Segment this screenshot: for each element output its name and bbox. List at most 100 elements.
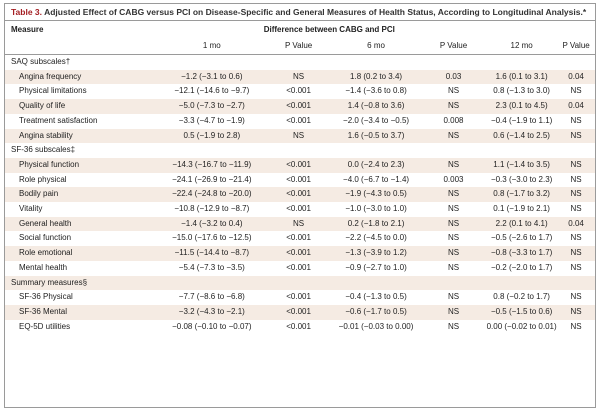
table-cell: 0.04 — [561, 99, 595, 114]
table-row: Social function −15.0 (−17.6 to −12.5) <0.… — [5, 231, 595, 246]
table-cell: NS — [447, 292, 460, 302]
section-label: SAQ subscales† — [5, 53, 595, 70]
table-cell: <0.001 — [286, 204, 311, 214]
table-cell: −0.01 (−0.03 to 0.00) — [338, 321, 414, 331]
header-blank — [5, 38, 154, 55]
table-row: Treatment satisfaction −3.3 (−4.7 to −1.9… — [5, 114, 595, 129]
table-cell: −1.2 (−3.1 to 0.6) — [153, 69, 271, 85]
subheader: P Value — [284, 41, 313, 50]
table-cell: NS — [570, 174, 582, 184]
table-cell: 2.2 (0.1 to 4.1) — [482, 216, 562, 232]
table-cell: NS — [424, 216, 483, 232]
table-cell: NS — [561, 157, 595, 173]
table-cell: <0.001 — [270, 246, 328, 261]
table-cell: 0.8 (−0.2 to 1.7) — [493, 292, 550, 302]
table-cell: 0.04 — [561, 69, 595, 85]
table-row: Role physical −24.1 (−26.9 to −21.4) <0.00… — [5, 173, 595, 188]
table-cell: −0.4 (−1.3 to 0.5) — [345, 292, 407, 302]
table-cell: NS — [570, 204, 582, 214]
row-label: Social function — [19, 233, 72, 243]
table-cell: 0.00 (−0.02 to 0.01) — [486, 321, 557, 331]
row-label: General health — [5, 216, 154, 232]
table-cell: 0.1 (−1.9 to 2.1) — [493, 204, 550, 214]
table-cell: NS — [570, 86, 582, 96]
table-cell: −0.2 (−2.0 to 1.7) — [490, 262, 553, 272]
table-frame: Table 3. Adjusted Effect of CABG versus … — [4, 3, 596, 408]
table-cell: <0.001 — [286, 115, 311, 125]
table-row: Quality of life −5.0 (−7.3 to −2.7) <0.001… — [5, 99, 595, 114]
table-cell: −24.1 (−26.9 to −21.4) — [172, 174, 252, 184]
table-cell: −15.0 (−17.6 to −12.5) — [172, 233, 252, 243]
row-label: Role emotional — [5, 246, 154, 261]
table-cell: NS — [424, 187, 483, 203]
table-cell: 1.6 (0.1 to 3.1) — [482, 69, 562, 85]
table-cell: 0.008 — [443, 115, 464, 125]
table-cell: −0.4 (−1.9 to 1.1) — [490, 115, 553, 125]
table-cell: −0.6 (−1.7 to 0.5) — [327, 304, 425, 320]
table-cell: <0.001 — [286, 174, 311, 184]
table-cell: 0.8 (−1.3 to 3.0) — [493, 86, 550, 96]
table-cell: −22.4 (−24.8 to −20.0) — [153, 187, 271, 203]
header-row-main: Measure Difference between CABG and PCI — [5, 21, 595, 38]
table-row: SF-36 Physical −7.7 (−8.6 to −6.8) <0.001 −… — [5, 290, 595, 305]
table-cell: −1.4 (−3.2 to 0.4) — [153, 216, 271, 232]
row-label: Angina stability — [5, 128, 154, 144]
table-cell: NS — [424, 246, 483, 261]
table-title: Table 3. Adjusted Effect of CABG versus … — [5, 4, 595, 20]
table-cell: NS — [270, 128, 328, 144]
data-table: Measure Difference between CABG and PCI … — [5, 21, 595, 334]
table-cell: −0.8 (−3.3 to 1.7) — [482, 246, 562, 261]
table-cell: −1.9 (−4.3 to 0.5) — [327, 187, 425, 203]
section-header-row: SAQ subscales† — [5, 53, 595, 70]
table-cell: NS — [447, 233, 460, 243]
table-row: Role emotional −11.5 (−14.4 to −8.7) <0.00… — [5, 246, 595, 261]
row-label: SF-36 Mental — [5, 304, 154, 320]
table-cell: <0.001 — [270, 304, 328, 320]
table-cell: 0.0 (−2.4 to 2.3) — [327, 157, 425, 173]
row-label: Physical function — [5, 157, 154, 173]
table-row: Physical function −14.3 (−16.7 to −11.9) <… — [5, 157, 595, 173]
table-cell: NS — [561, 128, 595, 144]
table-cell: <0.001 — [270, 157, 328, 173]
table-cell: NS — [570, 233, 582, 243]
table-cell: <0.001 — [286, 262, 311, 272]
table-cell: NS — [270, 216, 328, 232]
table-cell: 1.4 (−0.8 to 3.6) — [327, 99, 425, 114]
table-cell: −10.8 (−12.9 to −8.7) — [174, 204, 250, 214]
table-row: Angina stability 0.5 (−1.9 to 2.8) NS 1.6 (… — [5, 128, 595, 144]
table-cell: 2.3 (0.1 to 4.5) — [482, 99, 562, 114]
table-cell: −3.2 (−4.3 to −2.1) — [153, 304, 271, 320]
table-cell: <0.001 — [286, 86, 311, 96]
header-row-sub: 1 mo P Value 6 mo P Value 12 mo P Value — [5, 38, 595, 55]
table-cell: 0.003 — [443, 174, 464, 184]
subheader: 12 mo — [510, 41, 533, 50]
table-cell: −0.9 (−2.7 to 1.0) — [345, 262, 407, 272]
table-cell: NS — [570, 292, 582, 302]
table-cell: −2.0 (−3.4 to −0.5) — [343, 115, 410, 125]
table-row: General health −1.4 (−3.2 to 0.4) NS 0.2 (−… — [5, 216, 595, 232]
table-cell: NS — [424, 304, 483, 320]
table-cell: 0.04 — [561, 216, 595, 232]
table-cell: −1.3 (−3.9 to 1.2) — [327, 246, 425, 261]
row-label: Role physical — [19, 174, 67, 184]
table-cell: NS — [570, 262, 582, 272]
table-cell: −1.4 (−3.6 to 0.8) — [345, 86, 407, 96]
table-cell: −0.3 (−3.0 to 2.3) — [490, 174, 553, 184]
table-cell: 0.2 (−1.8 to 2.1) — [327, 216, 425, 232]
table-cell: −5.4 (−7.3 to −3.5) — [178, 262, 245, 272]
table-title-number: Table 3. — [11, 7, 43, 17]
row-label: Vitality — [19, 204, 43, 214]
table-row: SF-36 Mental −3.2 (−4.3 to −2.1) <0.001 −0.… — [5, 304, 595, 320]
header-group: Difference between CABG and PCI — [263, 25, 395, 34]
table-cell: −12.1 (−14.6 to −9.7) — [174, 86, 250, 96]
table-cell: <0.001 — [286, 321, 311, 331]
table-cell: NS — [447, 86, 460, 96]
table-cell: 0.8 (−1.7 to 3.2) — [482, 187, 562, 203]
row-label: Quality of life — [5, 99, 154, 114]
table-cell: −14.3 (−16.7 to −11.9) — [153, 157, 271, 173]
table-cell: NS — [570, 115, 582, 125]
table-cell: NS — [447, 262, 460, 272]
row-label: SF-36 Physical — [19, 292, 73, 302]
table-title-text: Adjusted Effect of CABG versus PCI on Di… — [44, 7, 587, 17]
table-row: Bodily pain −22.4 (−24.8 to −20.0) <0.001−… — [5, 187, 595, 203]
